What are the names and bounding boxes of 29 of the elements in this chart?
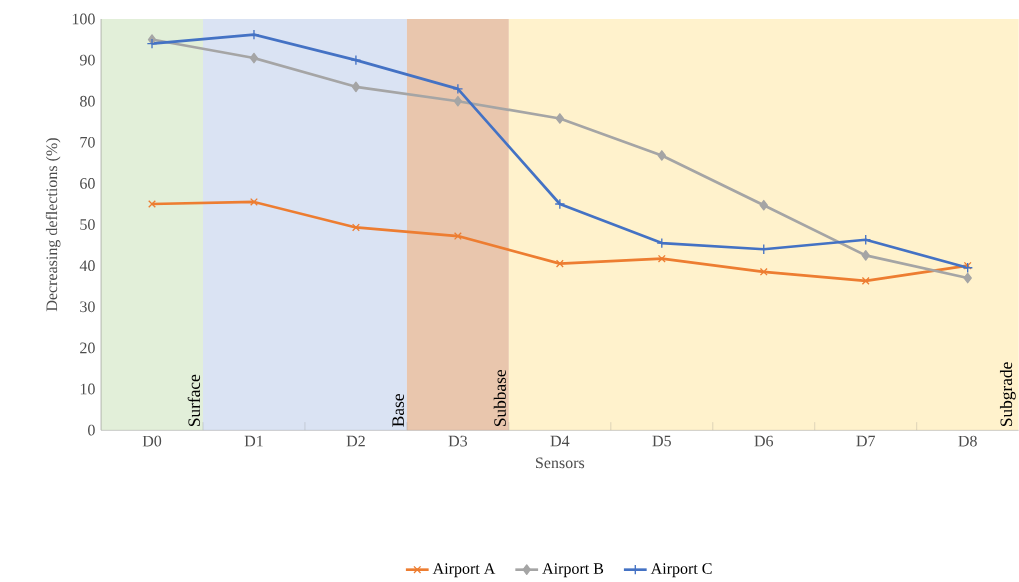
x-tick-label: D8 [958,435,977,447]
x-tick-label: D4 [550,435,570,447]
y-tick-label: 60 [80,178,95,190]
y-tick-label: 10 [80,383,95,395]
x-tick-label: D7 [856,435,876,447]
x-tick-label: D3 [448,435,468,447]
x-tick-label: D2 [346,435,365,447]
x-tick-label: D1 [244,435,263,447]
y-tick-label: 50 [80,219,95,231]
y-axis-title: Decreasing deflections (%) [45,138,61,312]
band-label: Surface [187,375,201,427]
y-tick-label: 80 [80,96,95,107]
x-tick-label: D5 [652,435,671,447]
x-tick-label: D0 [142,435,162,447]
x-axis-title: Sensors [536,457,585,469]
band-label: Subgrade [999,362,1016,427]
y-tick-label: 100 [72,13,95,25]
band-label: Subbase [493,370,506,427]
y-tick-label: 0 [88,424,95,436]
legend-label: Airport A [432,563,496,578]
y-tick-label: 40 [79,260,95,272]
y-tick-label: 70 [80,137,95,148]
legend-label: Airport C [650,563,712,578]
y-tick-label: 90 [79,54,95,66]
legend-label: Airport B [542,563,604,578]
y-tick-label: 20 [80,342,95,354]
x-tick-label: D6 [754,435,774,447]
y-tick-label: 30 [80,301,95,313]
band-label: Base [392,394,404,427]
